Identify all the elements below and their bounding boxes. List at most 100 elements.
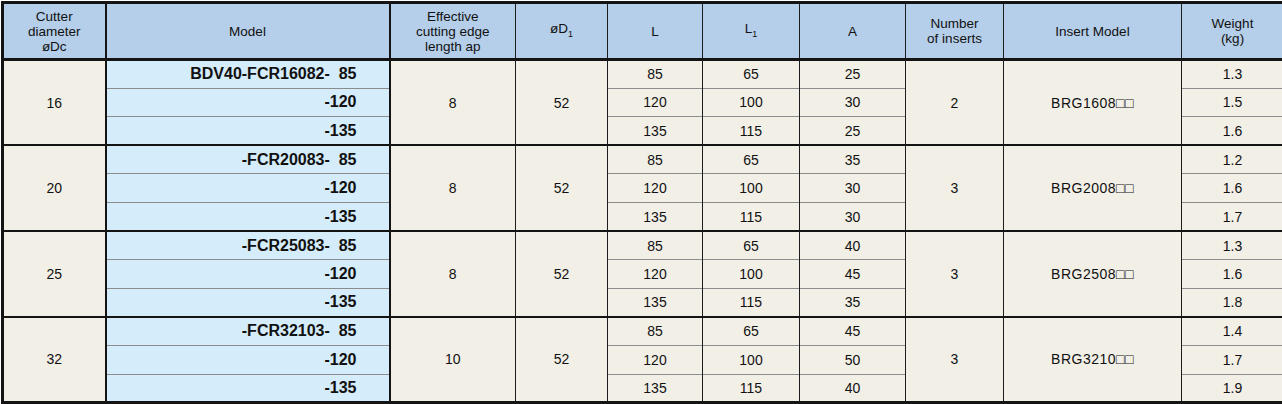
cell-A: 45 (800, 317, 906, 346)
cell-model: -135 (106, 202, 390, 231)
cell-number-of-inserts: 3 (906, 317, 1004, 403)
col-header-L1-sub: 1 (752, 28, 757, 38)
cell-L1: 115 (703, 202, 800, 231)
cell-model: -120 (106, 88, 390, 117)
cell-A: 25 (800, 117, 906, 146)
cell-A: 25 (800, 60, 906, 89)
cell-model: -135 (106, 288, 390, 317)
spec-table: Cutter diameter øDc Model Effective cutt… (1, 1, 1282, 404)
cell-weight: 1.6 (1182, 260, 1282, 289)
cell-A: 30 (800, 202, 906, 231)
spec-table-header: Cutter diameter øDc Model Effective cutt… (3, 3, 1282, 60)
cell-weight: 1.7 (1182, 202, 1282, 231)
cell-weight: 1.8 (1182, 288, 1282, 317)
cell-L1: 100 (703, 260, 800, 289)
cell-L: 85 (608, 231, 703, 260)
cell-model: BDV40-FCR16082- 85 (106, 60, 390, 89)
col-header-model: Model (106, 3, 390, 60)
cell-A: 45 (800, 260, 906, 289)
col-header-L: L (608, 3, 703, 60)
cell-L: 135 (608, 374, 703, 403)
cell-L1: 65 (703, 60, 800, 89)
col-header-weight: Weight (kg) (1182, 3, 1282, 60)
cell-L1: 100 (703, 88, 800, 117)
cell-cutter-diameter: 32 (3, 317, 106, 403)
cell-L: 120 (608, 345, 703, 374)
cell-model: -FCR20083- 85 (106, 145, 390, 174)
cell-insert-model: BRG2508□□ (1004, 231, 1182, 317)
cell-model: -FCR32103- 85 (106, 317, 390, 346)
cell-weight: 1.7 (1182, 345, 1282, 374)
cell-L1: 115 (703, 374, 800, 403)
cell-weight: 1.9 (1182, 374, 1282, 403)
cell-L: 135 (608, 117, 703, 146)
header-row: Cutter diameter øDc Model Effective cutt… (3, 3, 1282, 60)
cell-L: 135 (608, 202, 703, 231)
cell-L: 120 (608, 174, 703, 203)
cell-L: 135 (608, 288, 703, 317)
cell-number-of-inserts: 3 (906, 145, 1004, 231)
cell-L1: 115 (703, 288, 800, 317)
cell-cutter-diameter: 25 (3, 231, 106, 317)
cell-insert-model: BRG2008□□ (1004, 145, 1182, 231)
col-header-d1: øD1 (516, 3, 608, 60)
cell-model: -FCR25083- 85 (106, 231, 390, 260)
cell-weight: 1.4 (1182, 317, 1282, 346)
spec-table-body: 16BDV40-FCR16082- 858528565252BRG1608□□1… (3, 60, 1282, 403)
cell-A: 30 (800, 88, 906, 117)
cell-L1: 65 (703, 145, 800, 174)
cell-L: 120 (608, 260, 703, 289)
cell-effective-length: 10 (390, 317, 516, 403)
cell-A: 30 (800, 174, 906, 203)
cell-d1: 52 (516, 60, 608, 146)
cell-A: 50 (800, 345, 906, 374)
cell-d1: 52 (516, 145, 608, 231)
group-2-row-1: 20-FCR20083- 858528565353BRG2008□□1.2 (3, 145, 1282, 174)
cell-A: 40 (800, 374, 906, 403)
col-header-L1: L1 (703, 3, 800, 60)
cell-A: 35 (800, 145, 906, 174)
cell-L1: 100 (703, 174, 800, 203)
cell-model: -120 (106, 260, 390, 289)
cell-L: 85 (608, 317, 703, 346)
cell-weight: 1.3 (1182, 231, 1282, 260)
col-header-d1-sub: 1 (568, 28, 573, 38)
cell-insert-model: BRG1608□□ (1004, 60, 1182, 146)
group-3-row-1: 25-FCR25083- 858528565403BRG2508□□1.3 (3, 231, 1282, 260)
cell-effective-length: 8 (390, 145, 516, 231)
cell-model: -135 (106, 117, 390, 146)
cell-cutter-diameter: 20 (3, 145, 106, 231)
cell-model: -120 (106, 345, 390, 374)
cell-L1: 65 (703, 231, 800, 260)
cell-number-of-inserts: 2 (906, 60, 1004, 146)
col-header-insert-model: Insert Model (1004, 3, 1182, 60)
col-header-number-of-inserts: Number of inserts (906, 3, 1004, 60)
cell-L1: 100 (703, 345, 800, 374)
cell-weight: 1.3 (1182, 60, 1282, 89)
col-header-effective-length: Effective cutting edge length ap (390, 3, 516, 60)
cell-d1: 52 (516, 231, 608, 317)
cell-L1: 65 (703, 317, 800, 346)
cell-A: 40 (800, 231, 906, 260)
group-4-row-1: 32-FCR32103- 8510528565453BRG3210□□1.4 (3, 317, 1282, 346)
cell-model: -135 (106, 374, 390, 403)
cell-model: -120 (106, 174, 390, 203)
cell-weight: 1.6 (1182, 174, 1282, 203)
cell-insert-model: BRG3210□□ (1004, 317, 1182, 403)
cell-effective-length: 8 (390, 60, 516, 146)
cell-cutter-diameter: 16 (3, 60, 106, 146)
cell-L1: 115 (703, 117, 800, 146)
col-header-A: A (800, 3, 906, 60)
cell-A: 35 (800, 288, 906, 317)
col-header-cutter-diameter: Cutter diameter øDc (3, 3, 106, 60)
cell-effective-length: 8 (390, 231, 516, 317)
cell-weight: 1.6 (1182, 117, 1282, 146)
cell-L: 85 (608, 145, 703, 174)
cell-L: 120 (608, 88, 703, 117)
cell-number-of-inserts: 3 (906, 231, 1004, 317)
cell-L: 85 (608, 60, 703, 89)
col-header-d1-text: øD (550, 21, 568, 36)
cell-d1: 52 (516, 317, 608, 403)
page: Cutter diameter øDc Model Effective cutt… (0, 0, 1282, 404)
cell-weight: 1.2 (1182, 145, 1282, 174)
